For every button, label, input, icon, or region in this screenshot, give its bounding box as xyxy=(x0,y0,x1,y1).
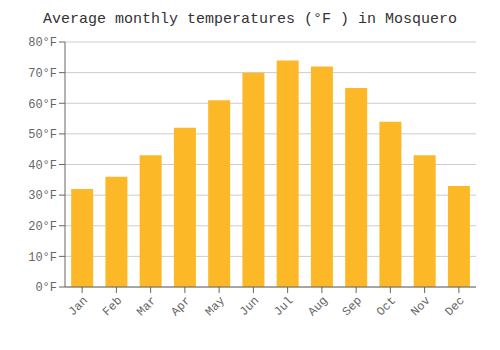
svg-text:Apr: Apr xyxy=(169,294,194,319)
svg-text:20°F: 20°F xyxy=(28,220,57,234)
svg-text:Jan: Jan xyxy=(66,294,91,319)
svg-text:30°F: 30°F xyxy=(28,189,57,203)
svg-text:Feb: Feb xyxy=(100,294,125,319)
svg-text:Jun: Jun xyxy=(237,294,262,319)
svg-text:40°F: 40°F xyxy=(28,159,57,173)
svg-text:Mar: Mar xyxy=(134,294,159,319)
svg-text:Dec: Dec xyxy=(443,294,468,319)
svg-text:60°F: 60°F xyxy=(28,98,57,112)
html-text:Average monthly temperatures (: Average monthly temperatures (°F ) in Mo… xyxy=(43,11,457,28)
svg-text:Oct: Oct xyxy=(374,294,399,319)
svg-text:May: May xyxy=(203,294,228,319)
svg-text:80°F: 80°F xyxy=(28,36,57,50)
svg-text:Nov: Nov xyxy=(408,294,433,319)
svg-text:70°F: 70°F xyxy=(28,67,57,81)
svg-text:Aug: Aug xyxy=(306,294,331,319)
svg-text:10°F: 10°F xyxy=(28,251,57,265)
svg-text:50°F: 50°F xyxy=(28,128,57,142)
svg-text:0°F: 0°F xyxy=(35,281,57,295)
svg-text:Sep: Sep xyxy=(340,294,365,319)
svg-text:Jul: Jul xyxy=(271,294,296,319)
